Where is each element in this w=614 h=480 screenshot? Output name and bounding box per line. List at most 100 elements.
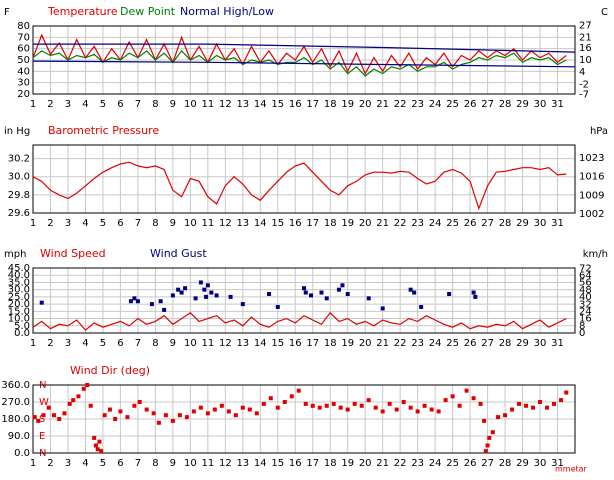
point bbox=[184, 415, 189, 420]
x-tick-label: 31 bbox=[551, 338, 564, 349]
point bbox=[95, 447, 100, 452]
y2-tick-label: 10 bbox=[579, 55, 592, 66]
point bbox=[205, 283, 210, 288]
x-tick-label: 15 bbox=[271, 218, 284, 229]
x-tick-label: 26 bbox=[464, 99, 477, 110]
point bbox=[176, 287, 181, 292]
series-line bbox=[32, 311, 567, 331]
x-tick-label: 10 bbox=[184, 99, 197, 110]
point bbox=[415, 409, 420, 414]
x-tick-label: 11 bbox=[201, 99, 214, 110]
compass-label: S bbox=[39, 414, 45, 425]
x-tick-label: 23 bbox=[411, 218, 424, 229]
x-tick-label: 30 bbox=[534, 99, 547, 110]
y-tick-label: 30.2 bbox=[8, 154, 30, 165]
x-tick-label: 6 bbox=[117, 99, 123, 110]
y2-tick-label: 0 bbox=[579, 328, 585, 339]
panel-title: Wind Dir (deg) bbox=[70, 364, 150, 377]
point bbox=[408, 405, 413, 410]
x-tick-label: 8 bbox=[152, 99, 158, 110]
y-axis-label: mph bbox=[4, 249, 26, 260]
x-tick-label: 20 bbox=[359, 99, 372, 110]
x-tick-label: 27 bbox=[481, 218, 494, 229]
x-tick-label: 16 bbox=[289, 99, 302, 110]
point bbox=[202, 287, 207, 292]
y-tick-label: 40 bbox=[17, 66, 30, 77]
plot-frame bbox=[32, 144, 576, 214]
x-tick-label: 14 bbox=[254, 218, 267, 229]
x-tick-label: 16 bbox=[289, 458, 302, 469]
y2-tick-label: 16 bbox=[579, 43, 592, 54]
x-tick-label: 31 bbox=[551, 458, 564, 469]
y2-tick-label: 56 bbox=[579, 278, 592, 289]
point bbox=[482, 418, 487, 423]
point bbox=[41, 413, 46, 418]
x-tick-label: 30 bbox=[534, 338, 547, 349]
point bbox=[240, 302, 245, 307]
x-tick-label: 30 bbox=[534, 218, 547, 229]
x-tick-label: 26 bbox=[464, 458, 477, 469]
x-tick-label: 22 bbox=[394, 99, 407, 110]
x-tick-label: 19 bbox=[341, 99, 354, 110]
point bbox=[443, 398, 448, 403]
point bbox=[76, 394, 81, 399]
point bbox=[282, 400, 287, 404]
x-tick-label: 18 bbox=[324, 218, 337, 229]
point bbox=[485, 443, 490, 448]
x-tick-label: 6 bbox=[117, 458, 123, 469]
y2-tick-label: 48 bbox=[579, 285, 592, 296]
x-tick-label: 24 bbox=[429, 338, 442, 349]
x-tick-label: 16 bbox=[289, 218, 302, 229]
x-tick-label: 10 bbox=[184, 458, 197, 469]
y-tick-label: 29.8 bbox=[8, 190, 30, 201]
point bbox=[62, 411, 67, 416]
point bbox=[214, 293, 219, 298]
y2-axis-label: hPa bbox=[590, 126, 608, 137]
point bbox=[163, 413, 168, 418]
point bbox=[233, 413, 238, 418]
point bbox=[275, 405, 280, 410]
point bbox=[170, 293, 175, 298]
series-line bbox=[32, 161, 567, 211]
x-tick-label: 14 bbox=[254, 458, 267, 469]
x-tick-label: 9 bbox=[170, 218, 176, 229]
series-line bbox=[32, 33, 567, 75]
x-tick-label: 14 bbox=[254, 338, 267, 349]
x-tick-label: 22 bbox=[394, 458, 407, 469]
point bbox=[345, 407, 350, 412]
x-tick-label: 2 bbox=[47, 458, 53, 469]
point bbox=[107, 407, 112, 412]
point bbox=[193, 296, 198, 301]
point bbox=[408, 287, 413, 292]
x-tick-label: 7 bbox=[135, 218, 141, 229]
point bbox=[57, 417, 62, 421]
x-tick-label: 25 bbox=[446, 99, 459, 110]
point bbox=[473, 294, 478, 299]
y2-axis-label: C bbox=[601, 7, 608, 18]
x-tick-label: 21 bbox=[376, 338, 389, 349]
point bbox=[156, 420, 161, 425]
legend-entry: Wind Speed bbox=[40, 247, 106, 260]
x-tick-label: 2 bbox=[47, 218, 53, 229]
point bbox=[359, 403, 364, 408]
panel-title: Barometric Pressure bbox=[48, 124, 159, 137]
point bbox=[303, 401, 308, 406]
y-tick-label: 30 bbox=[17, 78, 30, 89]
y2-tick-label: 4 bbox=[579, 67, 585, 78]
series-line bbox=[33, 43, 576, 53]
x-tick-label: 20 bbox=[359, 218, 372, 229]
point bbox=[51, 413, 56, 418]
point bbox=[226, 409, 231, 414]
point bbox=[32, 415, 37, 420]
x-tick-label: 25 bbox=[446, 458, 459, 469]
point bbox=[209, 290, 214, 295]
x-tick-label: 21 bbox=[376, 458, 389, 469]
x-tick-label: 3 bbox=[65, 218, 71, 229]
x-tick-label: 12 bbox=[219, 458, 232, 469]
y-tick-label: 5.0 bbox=[14, 321, 30, 332]
point bbox=[149, 302, 154, 307]
y-tick-label: 35.0 bbox=[8, 277, 30, 288]
x-tick-label: 1 bbox=[30, 99, 36, 110]
y-axis-label: in Hg bbox=[4, 126, 30, 137]
compass-label: E bbox=[39, 431, 45, 442]
